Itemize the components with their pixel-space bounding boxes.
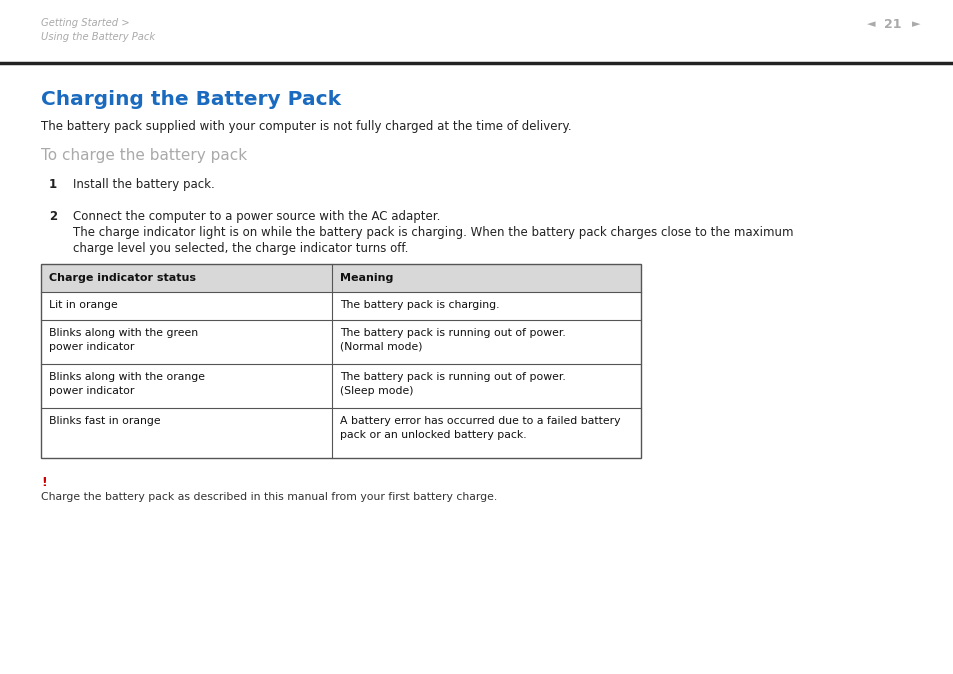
Text: ►: ►: [911, 19, 920, 29]
Text: The charge indicator light is on while the battery pack is charging. When the ba: The charge indicator light is on while t…: [73, 226, 793, 239]
Text: Blinks along with the orange: Blinks along with the orange: [49, 372, 205, 382]
Text: 21: 21: [883, 18, 901, 30]
Text: pack or an unlocked battery pack.: pack or an unlocked battery pack.: [339, 430, 526, 440]
Text: The battery pack is running out of power.: The battery pack is running out of power…: [339, 372, 565, 382]
Text: ◄: ◄: [865, 19, 874, 29]
Text: power indicator: power indicator: [49, 386, 134, 396]
Text: Getting Started >: Getting Started >: [41, 18, 130, 28]
Text: Install the battery pack.: Install the battery pack.: [73, 178, 214, 191]
Text: power indicator: power indicator: [49, 342, 134, 352]
Text: The battery pack is charging.: The battery pack is charging.: [339, 300, 499, 310]
Text: (Sleep mode): (Sleep mode): [339, 386, 413, 396]
Text: The battery pack supplied with your computer is not fully charged at the time of: The battery pack supplied with your comp…: [41, 120, 571, 133]
Text: Connect the computer to a power source with the AC adapter.: Connect the computer to a power source w…: [73, 210, 440, 223]
Text: Blinks fast in orange: Blinks fast in orange: [49, 416, 160, 426]
Bar: [41, 264, 640, 292]
Text: Using the Battery Pack: Using the Battery Pack: [41, 32, 155, 42]
Text: A battery error has occurred due to a failed battery: A battery error has occurred due to a fa…: [339, 416, 619, 426]
Text: Charge the battery pack as described in this manual from your first battery char: Charge the battery pack as described in …: [41, 492, 497, 502]
Text: Charging the Battery Pack: Charging the Battery Pack: [41, 90, 340, 109]
Text: Blinks along with the green: Blinks along with the green: [49, 328, 198, 338]
Text: 2: 2: [49, 210, 57, 223]
Text: charge level you selected, the charge indicator turns off.: charge level you selected, the charge in…: [73, 242, 408, 255]
Text: (Normal mode): (Normal mode): [339, 342, 422, 352]
Bar: [41, 264, 640, 458]
Text: Charge indicator status: Charge indicator status: [49, 273, 195, 283]
Text: The battery pack is running out of power.: The battery pack is running out of power…: [339, 328, 565, 338]
Text: Meaning: Meaning: [339, 273, 393, 283]
Text: !: !: [41, 476, 47, 489]
Text: 1: 1: [49, 178, 57, 191]
Text: To charge the battery pack: To charge the battery pack: [41, 148, 247, 163]
Text: Lit in orange: Lit in orange: [49, 300, 117, 310]
